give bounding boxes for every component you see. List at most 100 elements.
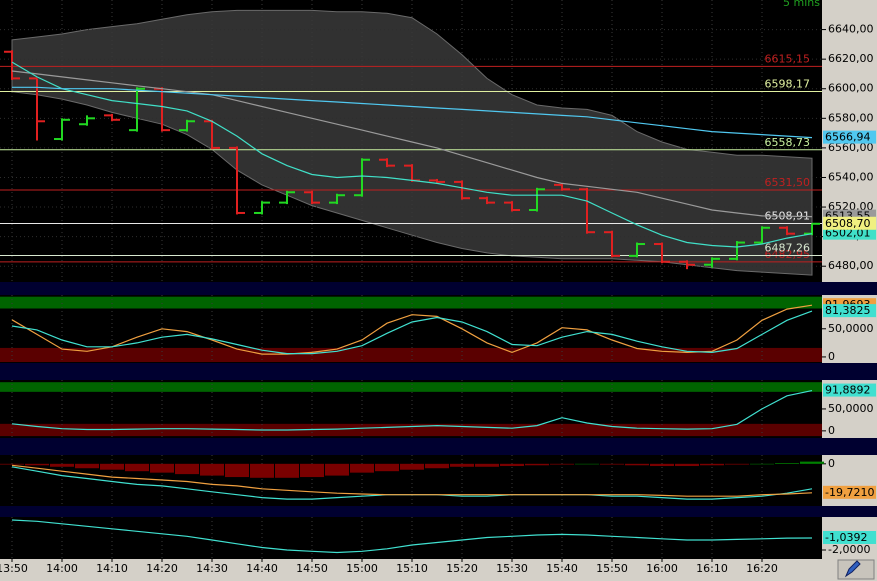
histogram-bar <box>650 463 674 467</box>
level-label: 6531,50 <box>765 176 811 189</box>
x-tick-label: 15:20 <box>446 562 478 575</box>
histogram-bar <box>550 463 574 465</box>
histogram-bar <box>175 463 199 475</box>
value-tag-label: 6566,94 <box>825 131 871 144</box>
level-label: 6598,17 <box>765 77 811 90</box>
histogram-bar <box>0 463 24 465</box>
indicator-line <box>12 86 813 139</box>
histogram-bar <box>600 463 624 465</box>
y-tick-label: 6640,00 <box>828 23 874 36</box>
value-tag <box>823 304 876 318</box>
zone <box>0 382 822 392</box>
y-tick-label: 6600,00 <box>828 82 874 95</box>
x-tick-label: 14:30 <box>196 562 228 575</box>
histogram-bar <box>775 463 799 464</box>
value-tag-label: 91,8892 <box>825 384 871 397</box>
panel <box>0 517 822 559</box>
indicator-line <box>11 304 813 355</box>
histogram-bar <box>350 463 374 473</box>
histogram-bar <box>200 463 224 476</box>
histogram-bar <box>750 463 774 465</box>
y-tick-label: 6580,00 <box>828 111 874 124</box>
histogram-bar <box>425 463 449 469</box>
level-label: 6615,15 <box>765 52 811 65</box>
value-tag <box>823 130 876 144</box>
histogram-bar <box>475 463 499 467</box>
histogram-bar <box>450 463 474 467</box>
y-tick-label: 0 <box>828 424 835 437</box>
x-tick-label: 15:50 <box>596 562 628 575</box>
histogram-bar <box>800 461 824 464</box>
x-tick-label: 15:30 <box>496 562 528 575</box>
x-tick-label: 15:00 <box>346 562 378 575</box>
indicator-line <box>11 61 813 248</box>
indicator-line <box>11 519 813 554</box>
histogram-bar <box>275 463 299 478</box>
level-label: 6558,73 <box>765 136 811 149</box>
value-tag <box>823 530 876 544</box>
y-tick-label: 6540,00 <box>828 170 874 183</box>
value-tag-label: -19,7210 <box>825 486 874 499</box>
zone <box>0 423 822 437</box>
histogram-bar <box>50 463 74 467</box>
indicator-line <box>11 390 813 431</box>
x-tick-label: 14:00 <box>46 562 78 575</box>
bollinger-band <box>11 9 813 276</box>
y-tick-label: 6620,00 <box>828 52 874 65</box>
histogram-bar <box>725 463 749 465</box>
histogram-bar <box>125 463 149 472</box>
value-tag <box>823 226 876 240</box>
y-tick-label: 50,0000 <box>828 402 874 415</box>
panel <box>0 455 822 506</box>
histogram-bar <box>75 463 99 469</box>
value-tag <box>823 485 876 499</box>
histogram-bar <box>500 463 524 467</box>
y-tick-label: -2,0000 <box>828 543 870 556</box>
indicator-line <box>11 70 813 218</box>
y-tick-label: 50,0000 <box>828 322 874 335</box>
histogram-bar <box>575 463 599 465</box>
y-tick-label: 0 <box>828 350 835 363</box>
value-tag <box>823 383 876 397</box>
histogram-bar <box>400 463 424 470</box>
x-tick-label: 16:00 <box>646 562 678 575</box>
x-tick-label: 16:10 <box>696 562 728 575</box>
histogram-bar <box>375 463 399 472</box>
histogram-bar <box>100 463 124 470</box>
interval-label: 5 mins <box>783 0 820 9</box>
x-tick-label: 15:10 <box>396 562 428 575</box>
histogram-bar <box>250 463 274 478</box>
value-tag-label: 6508,70 <box>825 217 871 230</box>
y-tick-label: 0 <box>828 457 835 470</box>
histogram-bar <box>700 463 724 466</box>
level-label: 6487,26 <box>765 241 811 254</box>
zone <box>0 347 822 362</box>
indicator-line <box>11 464 813 497</box>
indicator-line <box>11 310 813 355</box>
histogram-bar <box>225 463 249 478</box>
histogram-bar <box>150 463 174 473</box>
x-tick-label: 14:40 <box>246 562 278 575</box>
x-tick-label: 13:50 <box>0 562 28 575</box>
x-tick-label: 14:20 <box>146 562 178 575</box>
value-tag-label: 81,3825 <box>825 304 871 317</box>
value-tag-label: 6502,01 <box>825 227 871 240</box>
x-tick-label: 15:40 <box>546 562 578 575</box>
histogram-bar <box>300 463 324 478</box>
time-axis <box>0 559 877 581</box>
x-tick-label: 16:20 <box>746 562 778 575</box>
histogram-bar <box>325 463 349 476</box>
value-tag <box>823 216 876 230</box>
y-tick-label: 6560,00 <box>828 141 874 154</box>
x-tick-label: 14:50 <box>296 562 328 575</box>
pencil-icon <box>844 560 861 578</box>
histogram-bar <box>675 463 699 467</box>
y-tick-label: 6480,00 <box>828 259 874 272</box>
histogram-bar <box>625 463 649 466</box>
x-tick-label: 14:10 <box>96 562 128 575</box>
zone <box>0 296 822 309</box>
histogram-bar <box>25 463 49 466</box>
level-label: 6482,95 <box>765 248 811 261</box>
